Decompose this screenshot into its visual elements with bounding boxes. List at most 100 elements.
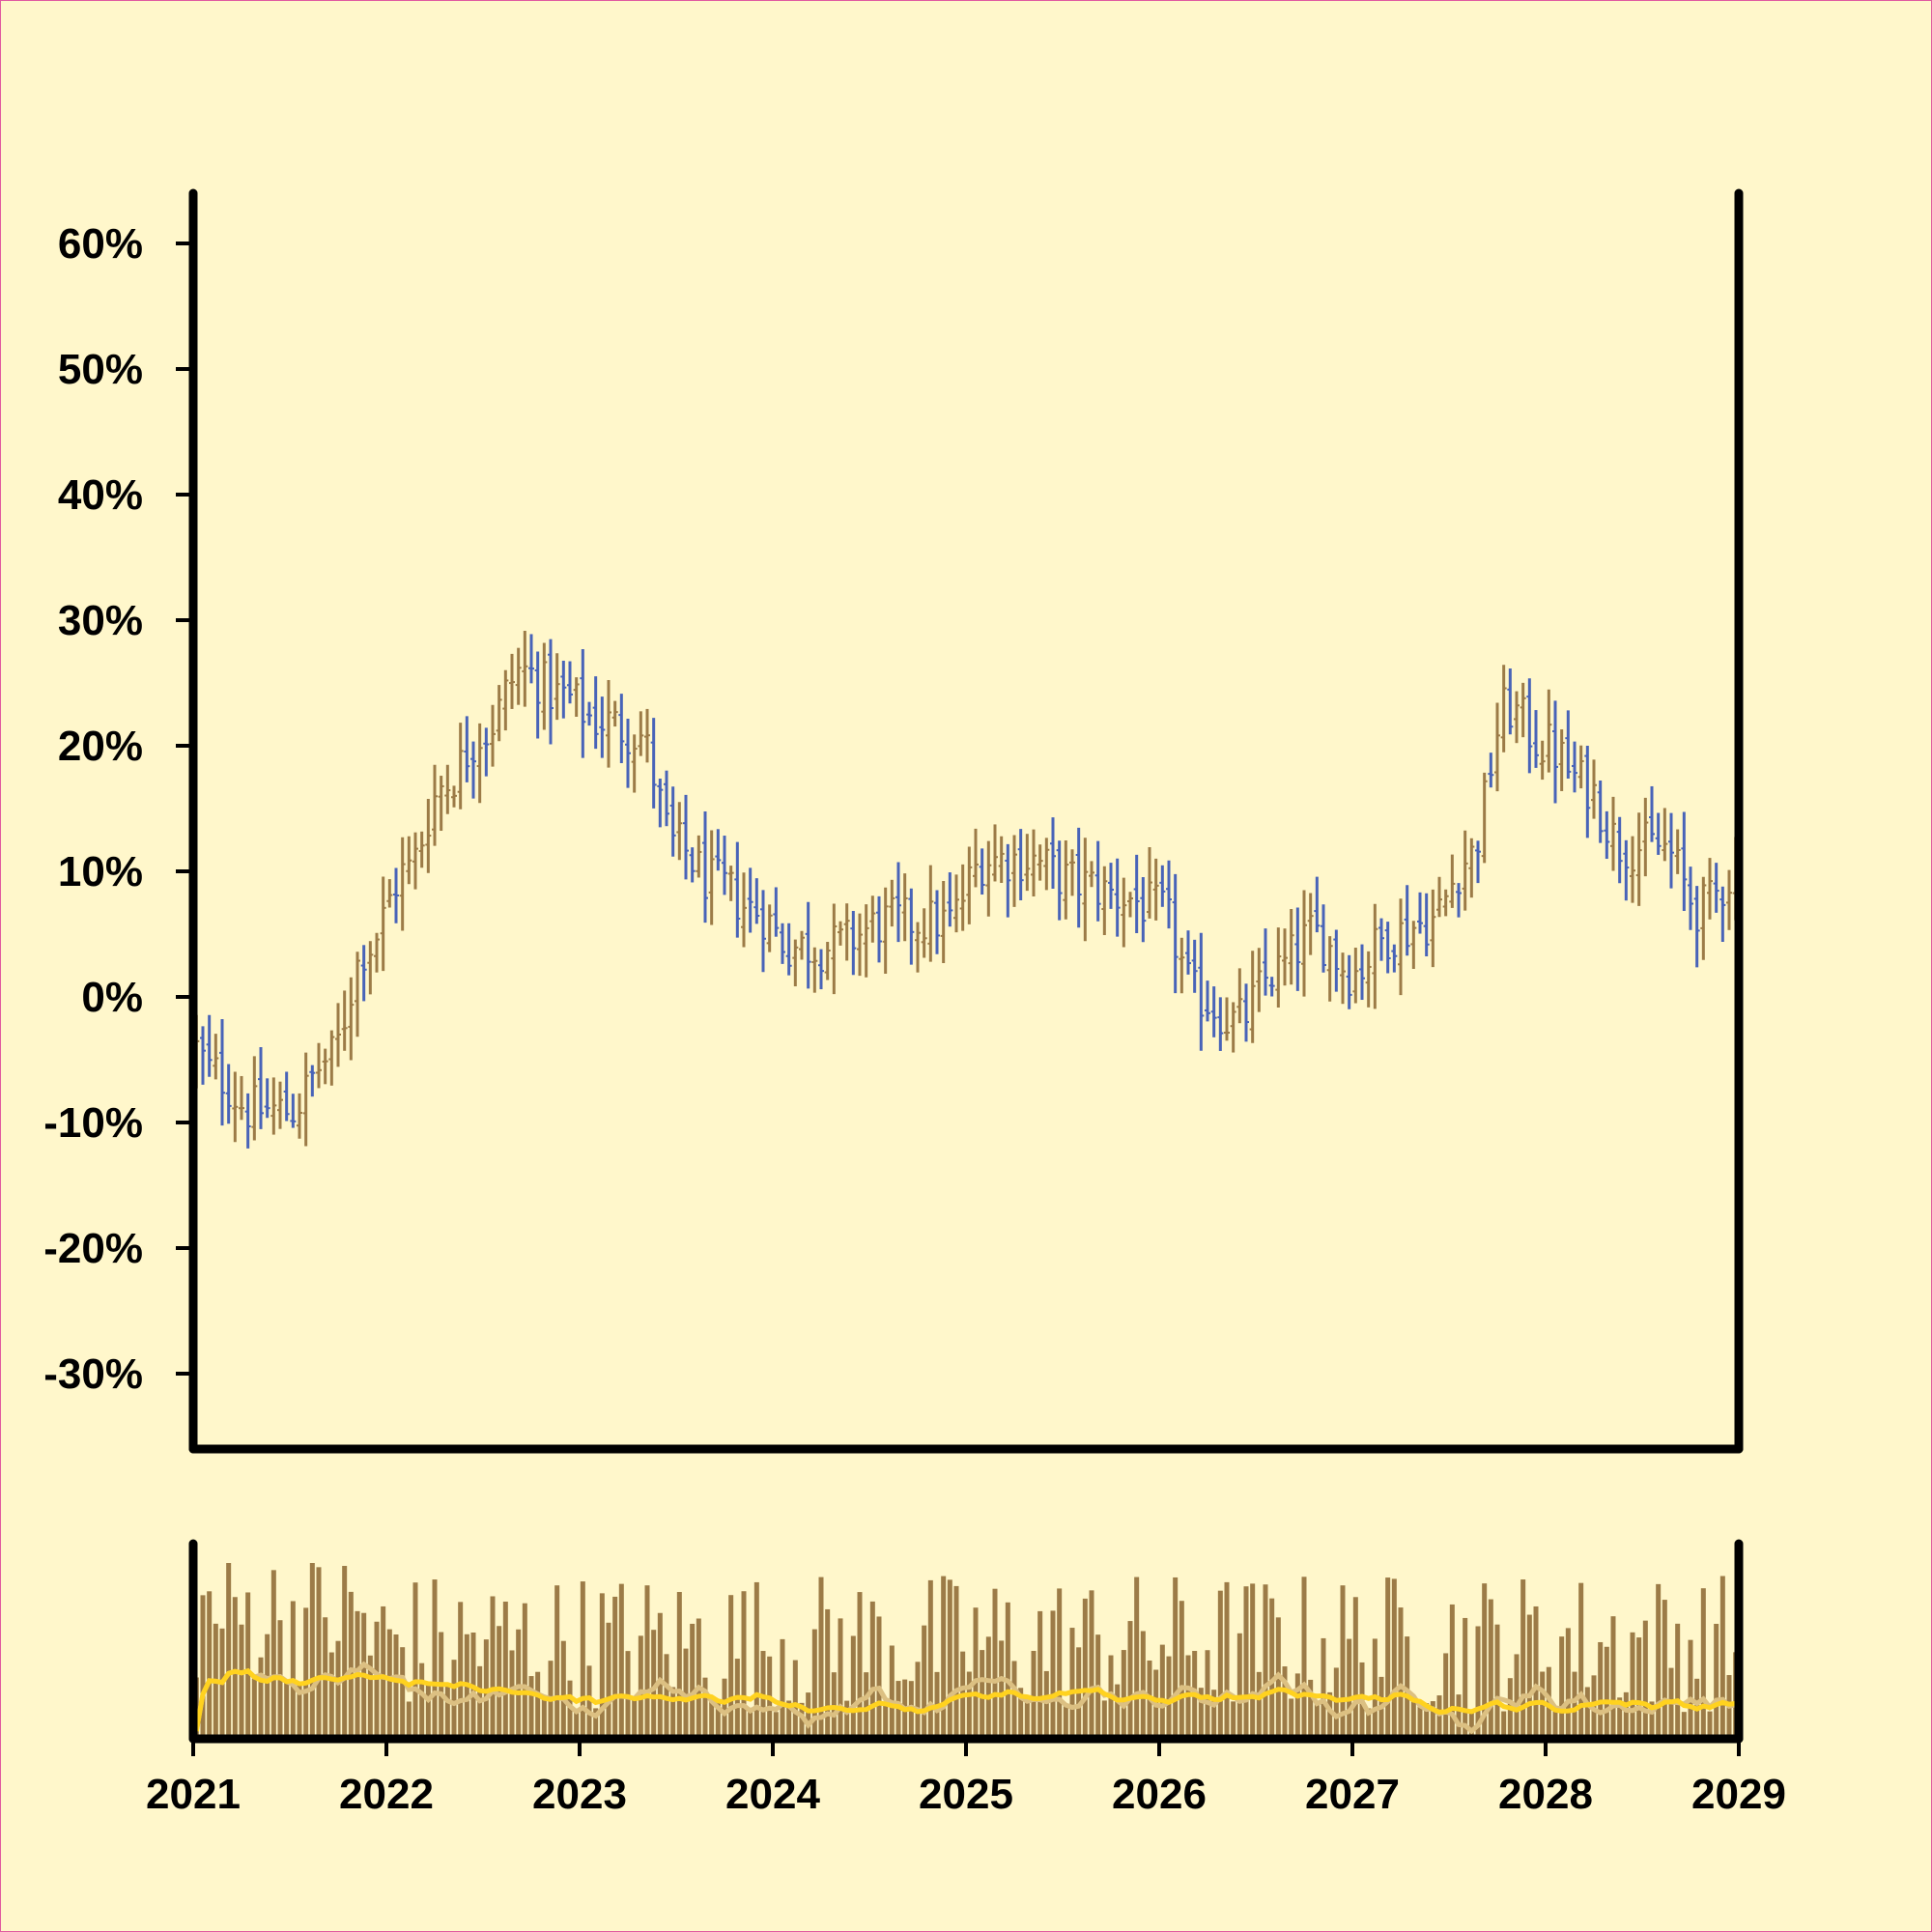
ohlc-bar <box>760 890 766 973</box>
volume-bar <box>1449 1604 1455 1739</box>
ohlc-bar <box>1577 745 1584 789</box>
ohlc-bar <box>341 990 348 1051</box>
ohlc-bar <box>1442 889 1449 917</box>
volume-bar <box>386 1629 392 1739</box>
volume-bar <box>348 1591 354 1739</box>
ohlc-bar <box>1230 1002 1236 1053</box>
volume-bar <box>1649 1701 1655 1739</box>
ohlc-bar <box>560 660 567 719</box>
ohlc-bar <box>374 932 380 973</box>
ohlc-bar <box>611 700 618 727</box>
ohlc-bar <box>876 895 882 963</box>
volume-bar <box>574 1712 580 1739</box>
ohlc-bar <box>940 881 947 964</box>
ohlc-bar <box>927 865 934 962</box>
ohlc-bar <box>1404 885 1410 956</box>
ohlc-bar <box>1655 812 1662 855</box>
volume-bar <box>696 1618 701 1739</box>
volume-bar <box>1231 1701 1236 1739</box>
ohlc-bar <box>380 876 386 972</box>
ohlc-bar <box>818 949 824 990</box>
ohlc-bar <box>393 867 399 923</box>
ohlc-bar <box>799 930 805 960</box>
volume-bar <box>1552 1706 1558 1739</box>
volume-bar <box>1540 1671 1546 1739</box>
ohlc-bar <box>386 879 393 908</box>
x-axis-ticks: 2021 2022 2023 2024 2025 2026 2027 2028 2029 <box>146 1743 1786 1818</box>
volume-bar <box>226 1563 232 1739</box>
ohlc-bar <box>953 874 959 933</box>
ohlc-bar <box>1005 843 1011 918</box>
volume-bar <box>245 1592 251 1739</box>
ohlc-bar <box>780 923 785 964</box>
ohlc-bar <box>1468 838 1475 898</box>
moving-average-long-line <box>193 1667 1736 1732</box>
volume-bar <box>1011 1661 1017 1739</box>
ohlc-bar <box>669 786 676 857</box>
ohlc-bar <box>973 828 979 888</box>
volume-bar <box>1256 1671 1262 1739</box>
volume-bar <box>560 1640 566 1739</box>
volume-bar <box>1514 1654 1520 1739</box>
volume-bar <box>1024 1694 1030 1739</box>
y-tick-label: 60% <box>58 220 143 268</box>
volume-bar <box>200 1595 206 1739</box>
volume-bar <box>586 1665 592 1739</box>
ohlc-bar <box>1410 921 1417 970</box>
ohlc-bar <box>1210 986 1217 1037</box>
ohlc-bar <box>915 922 921 973</box>
volume-bar <box>1115 1684 1121 1739</box>
ohlc-bar <box>1610 796 1616 871</box>
volume-bar <box>606 1622 611 1739</box>
ohlc-bar <box>290 1094 297 1128</box>
volume-bar <box>1159 1644 1165 1739</box>
volume-bar <box>1166 1656 1172 1739</box>
ohlc-bar <box>213 1034 219 1080</box>
volume-bar <box>1520 1579 1526 1739</box>
volume-bar <box>1211 1690 1217 1739</box>
x-tick-label: 2028 <box>1498 1771 1593 1818</box>
ohlc-bar <box>1326 936 1333 1002</box>
ohlc-bar <box>908 888 915 965</box>
volume-bar <box>1463 1617 1468 1739</box>
volume-bar <box>1333 1667 1339 1739</box>
volume-bar <box>1456 1694 1462 1739</box>
volume-bar <box>1031 1650 1037 1739</box>
ohlc-bar <box>1243 983 1249 1042</box>
ohlc-bar <box>741 872 747 948</box>
volume-bar <box>799 1702 805 1739</box>
volume-bar <box>1243 1586 1249 1739</box>
volume-bar <box>1636 1637 1642 1739</box>
volume-bar <box>425 1683 431 1739</box>
ohlc-bar <box>418 831 425 868</box>
volume-bar <box>869 1601 875 1739</box>
ohlc-bar <box>1256 948 1263 1012</box>
volume-bar <box>1294 1673 1300 1739</box>
ohlc-bar <box>1056 840 1063 921</box>
volume-bar <box>1250 1583 1256 1739</box>
volume-bar <box>1700 1588 1706 1739</box>
y-tick-label: 10% <box>58 848 143 895</box>
volume-bar <box>1675 1623 1681 1739</box>
ohlc-bar <box>689 847 696 883</box>
ohlc-bar <box>1172 873 1179 994</box>
ohlc-bar <box>1121 877 1127 948</box>
ohlc-bar <box>425 799 432 873</box>
ohlc-bar <box>785 923 792 976</box>
ohlc-bar <box>1520 682 1526 738</box>
volume-bar <box>1082 1598 1088 1739</box>
volume-bar <box>1559 1636 1565 1739</box>
ohlc-bar <box>1108 863 1114 909</box>
ohlc-bar <box>979 848 985 895</box>
volume-bar <box>232 1597 238 1739</box>
y-axis-ticks: -30% -20% -10% 0% 10% 20% 30% 40% 50% 60% <box>43 220 189 1398</box>
volume-bar <box>541 1696 547 1739</box>
volume-bar <box>1598 1641 1604 1739</box>
ohlc-bar <box>1185 930 1191 975</box>
ohlc-bar <box>657 778 664 828</box>
volume-bar <box>1043 1670 1049 1739</box>
ohlc-bar <box>882 887 889 974</box>
ohlc-bar <box>599 696 606 758</box>
volume-bar <box>367 1655 373 1739</box>
ohlc-bar <box>959 864 966 931</box>
